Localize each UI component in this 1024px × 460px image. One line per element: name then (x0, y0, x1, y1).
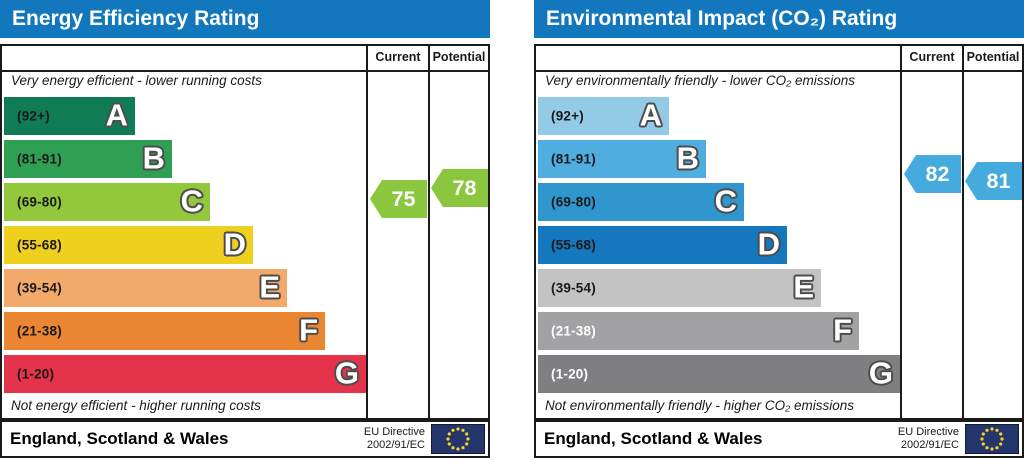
rating-band-e: (39-54) E (4, 269, 287, 307)
band-range-label: (69-80) (551, 194, 596, 210)
band-range-label: (21-38) (17, 323, 62, 339)
band-range-label: (92+) (551, 108, 584, 124)
band-letter: G (868, 355, 893, 391)
rating-band-g: (1-20) G (538, 355, 900, 393)
potential-rating-value: 78 (452, 175, 477, 200)
band-range-label: (39-54) (17, 280, 62, 296)
band-letter: G (334, 355, 359, 391)
top-note: Very environmentally friendly - lower CO… (545, 73, 855, 88)
header-row-divider (536, 70, 1022, 72)
eu-flag-icon (431, 424, 485, 454)
current-rating-value: 82 (925, 161, 950, 186)
rating-band-b: (81-91) B (4, 140, 172, 178)
rating-band-c: (69-80) C (538, 183, 744, 221)
rating-band-e: (39-54) E (538, 269, 821, 307)
eu-directive-line2: 2002/91/EC (366, 439, 425, 451)
band-range-label: (21-38) (551, 323, 596, 339)
band-range-label: (69-80) (17, 194, 62, 210)
band-letter: B (676, 140, 699, 176)
region-label: England, Scotland & Wales (544, 429, 763, 448)
chart-footer: England, Scotland & Wales EU Directive 2… (0, 420, 490, 458)
eu-directive-label: EU Directive 2002/91/EC (898, 426, 959, 452)
eu-directive-label: EU Directive 2002/91/EC (364, 426, 425, 452)
rating-band-a: (92+) A (4, 97, 135, 135)
eu-flag-icon (965, 424, 1019, 454)
band-letter: D (223, 226, 246, 262)
current-rating-arrow: 82 (904, 155, 961, 193)
rating-band-d: (55-68) D (538, 226, 787, 264)
potential-rating-value: 81 (986, 168, 1011, 193)
band-range-label: (81-91) (17, 151, 62, 167)
header-row-divider (2, 70, 488, 72)
current-column-divider (900, 46, 902, 418)
band-letter: F (833, 312, 852, 348)
band-letter: C (180, 183, 203, 219)
panel-title: Energy Efficiency Rating (0, 0, 490, 38)
potential-column-header: Potential (432, 50, 486, 64)
potential-column-divider (962, 46, 964, 418)
potential-rating-arrow: 81 (965, 162, 1022, 200)
environmental-impact-panel: Environmental Impact (CO₂) Rating Curren… (534, 0, 1024, 460)
eu-directive-line2: 2002/91/EC (900, 439, 959, 451)
band-range-label: (55-68) (17, 237, 62, 253)
band-range-label: (92+) (17, 108, 50, 124)
rating-band-f: (21-38) F (4, 312, 325, 350)
band-letter: A (105, 97, 128, 133)
band-letter: D (757, 226, 780, 262)
current-column-header: Current (375, 50, 421, 64)
band-range-label: (55-68) (551, 237, 596, 253)
band-letter: B (142, 140, 165, 176)
bottom-note: Not environmentally friendly - higher CO… (545, 398, 855, 413)
band-letter: E (793, 269, 814, 305)
rating-band-b: (81-91) B (538, 140, 706, 178)
current-column-divider (366, 46, 368, 418)
top-note: Very energy efficient - lower running co… (11, 73, 262, 88)
rating-band-a: (92+) A (538, 97, 669, 135)
potential-rating-arrow: 78 (431, 169, 488, 207)
rating-chart: Current Potential Very energy efficient … (0, 44, 490, 420)
band-letter: C (714, 183, 737, 219)
band-letter: A (639, 97, 662, 133)
band-range-label: (1-20) (17, 366, 55, 382)
band-letter: F (299, 312, 318, 348)
energy-efficiency-panel: Energy Efficiency Rating Current Potenti… (0, 0, 490, 460)
region-label: England, Scotland & Wales (10, 429, 229, 448)
rating-band-f: (21-38) F (538, 312, 859, 350)
eu-directive-line1: EU Directive (363, 425, 425, 438)
current-rating-value: 75 (391, 186, 416, 211)
band-letter: E (259, 269, 280, 305)
current-column-header: Current (909, 50, 955, 64)
eu-directive-line1: EU Directive (897, 425, 959, 438)
panel-title: Environmental Impact (CO₂) Rating (534, 0, 1024, 38)
current-rating-arrow: 75 (370, 180, 427, 218)
band-range-label: (1-20) (551, 366, 589, 382)
rating-chart: Current Potential Very environmentally f… (534, 44, 1024, 420)
bottom-note: Not energy efficient - higher running co… (11, 398, 261, 413)
band-range-label: (39-54) (551, 280, 596, 296)
rating-band-g: (1-20) G (4, 355, 366, 393)
rating-bands: (92+) A (81-91) B (69-80) C (55-68) D (39-54) E (2… (536, 46, 1022, 418)
rating-band-d: (55-68) D (4, 226, 253, 264)
rating-bands: (92+) A (81-91) B (69-80) C (55-68) D (39-54) E (2… (2, 46, 488, 418)
band-range-label: (81-91) (551, 151, 596, 167)
chart-footer: England, Scotland & Wales EU Directive 2… (534, 420, 1024, 458)
potential-column-header: Potential (966, 50, 1020, 64)
rating-band-c: (69-80) C (4, 183, 210, 221)
potential-column-divider (428, 46, 430, 418)
